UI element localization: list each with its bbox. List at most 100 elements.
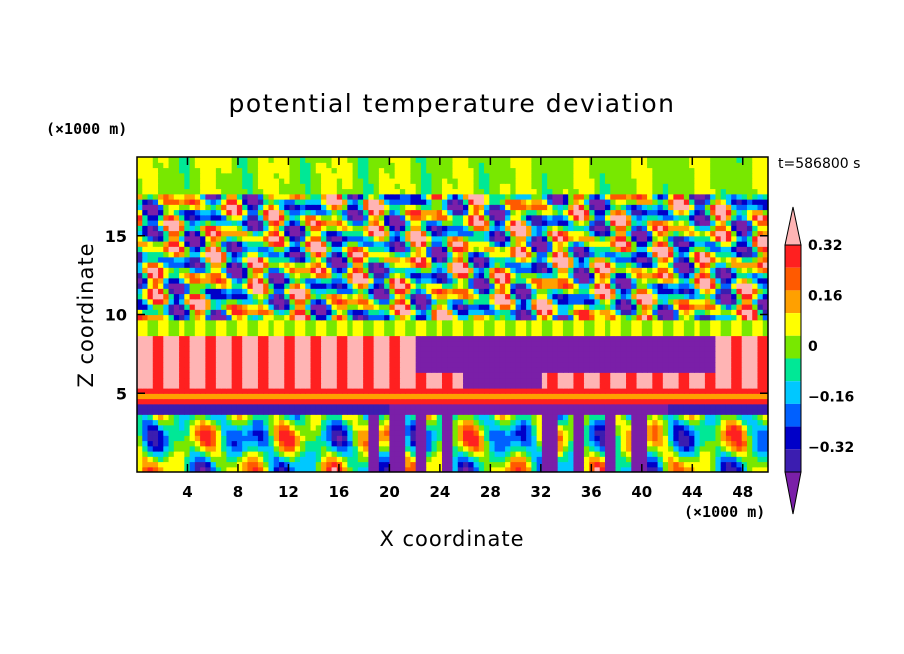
heatmap-cell: [652, 346, 659, 352]
heatmap-cell: [457, 430, 464, 436]
heatmap-cell: [289, 445, 296, 452]
heatmap-cell: [557, 351, 564, 358]
heatmap-cell: [636, 340, 643, 347]
heatmap-cell: [226, 409, 233, 415]
heatmap-cell: [662, 367, 669, 373]
heatmap-cell: [247, 424, 254, 431]
heatmap-cell: [363, 351, 369, 358]
heatmap-cell: [757, 330, 764, 337]
heatmap-cell: [673, 340, 680, 347]
heatmap-cell: [652, 356, 659, 363]
heatmap-cell: [405, 335, 412, 342]
heatmap-cell: [526, 388, 532, 394]
heatmap-cell: [578, 330, 585, 337]
heatmap-cell: [599, 304, 606, 310]
heatmap-cell: [641, 262, 648, 268]
heatmap-cell: [531, 393, 538, 400]
heatmap-cell: [741, 424, 748, 431]
heatmap-cell: [725, 445, 732, 452]
heatmap-cell: [263, 262, 270, 268]
heatmap-cell: [257, 293, 264, 300]
heatmap-cell: [142, 346, 149, 352]
heatmap-cell: [746, 346, 753, 352]
heatmap-cell: [515, 398, 522, 405]
heatmap-cell: [668, 409, 674, 415]
heatmap-cell: [300, 325, 306, 331]
heatmap-cell: [373, 361, 380, 368]
heatmap-cell: [152, 367, 159, 373]
heatmap-cell: [215, 256, 222, 263]
heatmap-cell: [247, 288, 254, 295]
heatmap-cell: [420, 393, 427, 400]
heatmap-cell: [352, 262, 359, 268]
heatmap-cell: [762, 419, 768, 426]
heatmap-cell: [473, 372, 480, 379]
heatmap-cell: [263, 461, 270, 468]
heatmap-cell: [336, 335, 343, 342]
heatmap-cell: [305, 445, 312, 452]
heatmap-cell: [147, 466, 154, 472]
heatmap-cell: [489, 319, 496, 326]
heatmap-cell: [363, 340, 369, 347]
heatmap-cell: [294, 298, 301, 305]
heatmap-cell: [541, 451, 548, 457]
heatmap-cell: [284, 361, 291, 368]
heatmap-cell: [568, 319, 575, 326]
heatmap-cell: [615, 377, 622, 384]
heatmap-cell: [568, 377, 575, 384]
heatmap-cell: [300, 314, 306, 321]
heatmap-cell: [704, 314, 711, 321]
heatmap-cell: [552, 382, 559, 389]
heatmap-cell: [552, 267, 559, 274]
heatmap-cell: [300, 288, 306, 295]
heatmap-cell: [137, 330, 143, 337]
heatmap-cell: [357, 293, 364, 300]
heatmap-cell: [746, 351, 753, 358]
heatmap-cell: [652, 351, 659, 358]
heatmap-cell: [704, 414, 711, 421]
heatmap-cell: [200, 398, 206, 405]
heatmap-cell: [720, 388, 727, 394]
heatmap-cell: [484, 267, 490, 274]
heatmap-cell: [257, 314, 264, 321]
heatmap-cell: [179, 372, 185, 379]
heatmap-cell: [468, 409, 475, 415]
heatmap-cell: [321, 272, 327, 279]
heatmap-cell: [331, 256, 338, 263]
heatmap-cell: [510, 451, 517, 457]
heatmap-cell: [278, 461, 285, 468]
heatmap-cell: [252, 325, 259, 331]
heatmap-cell: [305, 451, 312, 457]
heatmap-cell: [441, 440, 448, 447]
heatmap-cell: [736, 262, 743, 268]
heatmap-cell: [610, 309, 617, 316]
heatmap-cell: [231, 414, 238, 421]
heatmap-cell: [278, 377, 285, 384]
heatmap-cell: [478, 403, 485, 410]
heatmap-cell: [268, 440, 275, 447]
heatmap-cell: [484, 346, 490, 352]
heatmap-cell: [342, 372, 348, 379]
heatmap-cell: [547, 466, 554, 472]
heatmap-cell: [573, 451, 580, 457]
heatmap-cell: [431, 267, 438, 274]
heatmap-cell: [573, 388, 580, 394]
heatmap-cell: [252, 403, 259, 410]
heatmap-cell: [457, 445, 464, 452]
heatmap-cell: [463, 451, 469, 457]
heatmap-cell: [158, 435, 164, 442]
heatmap-cell: [652, 461, 659, 468]
heatmap-cell: [715, 277, 722, 284]
heatmap-cell: [363, 304, 369, 310]
heatmap-cell: [200, 440, 206, 447]
heatmap-cell: [163, 388, 170, 394]
heatmap-cell: [252, 398, 259, 405]
heatmap-cell: [478, 435, 485, 442]
heatmap-cell: [762, 403, 768, 410]
heatmap-cell: [189, 424, 196, 431]
heatmap-cell: [657, 351, 664, 358]
heatmap-cell: [526, 256, 532, 263]
heatmap-cell: [436, 288, 443, 295]
heatmap-cell: [399, 356, 406, 363]
heatmap-cell: [289, 346, 296, 352]
